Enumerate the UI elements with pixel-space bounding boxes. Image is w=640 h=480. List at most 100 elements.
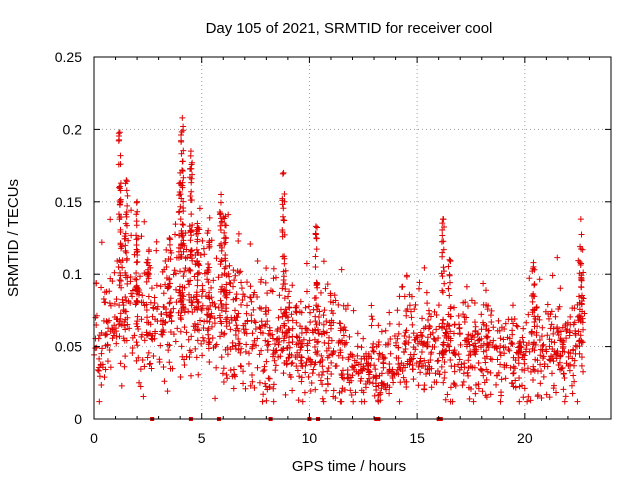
data-point: [464, 369, 471, 376]
data-point: [349, 363, 356, 370]
data-point: [463, 283, 470, 290]
data-point: [221, 229, 228, 236]
data-point: [528, 329, 535, 336]
data-point: [220, 365, 227, 372]
data-point: [381, 354, 388, 361]
data-point: [111, 269, 118, 276]
data-point: [177, 203, 184, 210]
data-point: [529, 298, 536, 305]
data-point: [283, 313, 290, 320]
data-point: [177, 268, 184, 275]
data-point: [478, 366, 485, 373]
data-point: [266, 375, 273, 382]
data-point: [106, 300, 113, 307]
data-point: [396, 321, 403, 328]
data-point: [320, 328, 327, 335]
data-point: [151, 294, 158, 301]
data-point: [238, 279, 245, 286]
data-point: [465, 357, 472, 364]
data-point: [262, 383, 269, 390]
data-point: [320, 398, 327, 405]
data-point: [254, 294, 261, 301]
data-point: [461, 364, 468, 371]
data-point: [493, 381, 500, 388]
data-point: [117, 240, 124, 247]
data-point: [303, 288, 310, 295]
data-point: [472, 343, 479, 350]
data-point: [313, 321, 320, 328]
data-point: [529, 309, 536, 316]
data-point: [548, 321, 555, 328]
data-point: [578, 339, 585, 346]
data-point: [579, 246, 586, 253]
data-point: [187, 148, 194, 155]
data-point: [370, 374, 377, 381]
data-point: [104, 342, 111, 349]
data-point: [549, 272, 556, 279]
data-point: [461, 318, 468, 325]
data-point: [557, 352, 564, 359]
data-point: [400, 348, 407, 355]
data-point: [175, 248, 182, 255]
data-point: [107, 302, 114, 309]
data-point: [550, 385, 557, 392]
data-point: [186, 354, 193, 361]
data-point: [295, 397, 302, 404]
data-point: [559, 324, 566, 331]
data-point: [530, 366, 537, 373]
data-point: [109, 278, 116, 285]
data-point: [179, 167, 186, 174]
data-point: [240, 326, 247, 333]
data-point: [247, 382, 254, 389]
data-point: [418, 332, 425, 339]
data-point: [206, 314, 213, 321]
data-point: [134, 198, 141, 205]
data-point: [547, 325, 554, 332]
data-point: [279, 228, 286, 235]
data-point: [141, 363, 148, 370]
data-point: [381, 380, 388, 387]
data-point: [177, 328, 184, 335]
y-tick-label: 0.05: [55, 339, 82, 355]
data-point: [253, 342, 260, 349]
data-point: [179, 233, 186, 240]
data-point: [557, 285, 564, 292]
data-point: [270, 381, 277, 388]
data-point: [262, 308, 269, 315]
y-axis: 0 0.05 0.1 0.15 0.2 0.25: [55, 49, 611, 427]
data-point: [188, 211, 195, 218]
data-point: [180, 303, 187, 310]
data-point: [325, 365, 332, 372]
data-point: [500, 336, 507, 343]
data-point: [530, 290, 537, 297]
data-point: [522, 348, 529, 355]
data-point: [323, 329, 330, 336]
data-point: [270, 275, 277, 282]
data-point: [216, 242, 223, 249]
data-point: [279, 170, 286, 177]
data-point: [192, 345, 199, 352]
data-point: [153, 247, 160, 254]
data-point: [217, 314, 224, 321]
data-point: [427, 350, 434, 357]
data-point: [286, 304, 293, 311]
data-point: [178, 307, 185, 314]
data-point: [117, 272, 124, 279]
data-point: [252, 319, 259, 326]
data-point: [123, 177, 130, 184]
data-point: [554, 324, 561, 331]
data-point: [205, 261, 212, 268]
data-point: [574, 398, 581, 405]
data-point: [150, 352, 157, 359]
data-point: [289, 359, 296, 366]
data-point: [215, 274, 222, 281]
data-point: [250, 291, 257, 298]
data-point: [446, 343, 453, 350]
data-point: [410, 330, 417, 337]
data-point: [135, 326, 142, 333]
data-point: [412, 301, 419, 308]
data-point: [426, 324, 433, 331]
data-point: [132, 301, 139, 308]
data-point: [339, 385, 346, 392]
data-point: [196, 269, 203, 276]
